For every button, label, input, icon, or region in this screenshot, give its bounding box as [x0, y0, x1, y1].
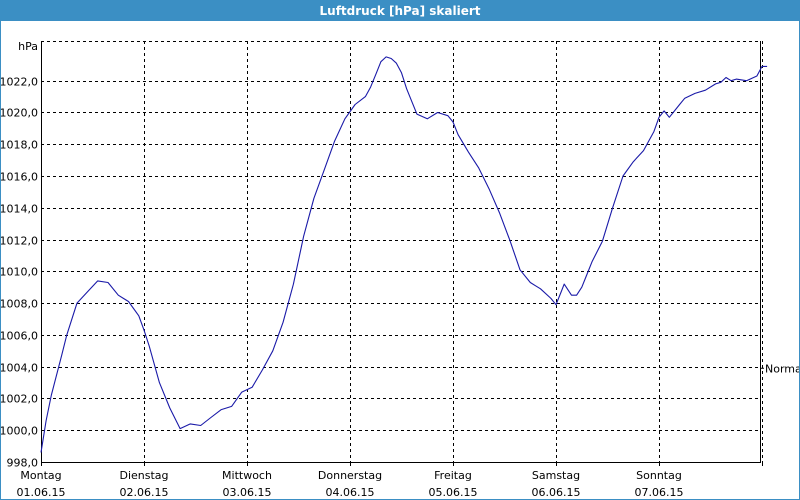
- y-tick-label: 1018,0: [1, 139, 38, 152]
- x-day-label: Montag: [20, 469, 61, 482]
- series-layer: [40, 56, 768, 453]
- x-date-label: 05.06.15: [429, 486, 478, 499]
- y-tick-label: 1008,0: [1, 298, 38, 311]
- y-tick-label: 1014,0: [1, 203, 38, 216]
- y-tick-label: 1006,0: [1, 330, 38, 343]
- x-date-label: 06.06.15: [532, 486, 581, 499]
- y-tick-label: 1020,0: [1, 107, 38, 120]
- x-day-label: Samstag: [532, 469, 580, 482]
- x-day-label: Dienstag: [119, 469, 168, 482]
- normal-annotation: Normal: [765, 362, 799, 375]
- y-tick-label: 1012,0: [1, 235, 38, 248]
- x-date-label: 03.06.15: [223, 486, 272, 499]
- tick-labels: 998,0 1000,0 1002,0 1004,0 1006,0 1008,0 1010,…: [1, 40, 799, 499]
- y-tick-label: 1022,0: [1, 76, 38, 89]
- x-day-label: Mittwoch: [222, 469, 272, 482]
- axes: [41, 41, 764, 466]
- grid-lines: [41, 41, 763, 462]
- chart-title: Luftdruck [hPa] skaliert: [1, 1, 799, 21]
- x-day-label: Sonntag: [636, 469, 682, 482]
- x-date-label: 07.06.15: [635, 486, 684, 499]
- y-tick-label: 1004,0: [1, 362, 38, 375]
- x-day-label: Freitag: [434, 469, 472, 482]
- y-tick-label: 1000,0: [1, 425, 38, 438]
- x-date-label: 02.06.15: [120, 486, 169, 499]
- y-tick-label: 1002,0: [1, 393, 38, 406]
- x-day-label: Donnerstag: [318, 469, 382, 482]
- y-tick-label: 1010,0: [1, 266, 38, 279]
- pressure-series-line: [40, 56, 768, 453]
- y-tick-label: 1016,0: [1, 171, 38, 184]
- y-axis-label: hPa: [18, 40, 38, 53]
- y-tick-label: 998,0: [7, 457, 39, 470]
- x-date-label: 04.06.15: [326, 486, 375, 499]
- x-date-label: 01.06.15: [17, 486, 66, 499]
